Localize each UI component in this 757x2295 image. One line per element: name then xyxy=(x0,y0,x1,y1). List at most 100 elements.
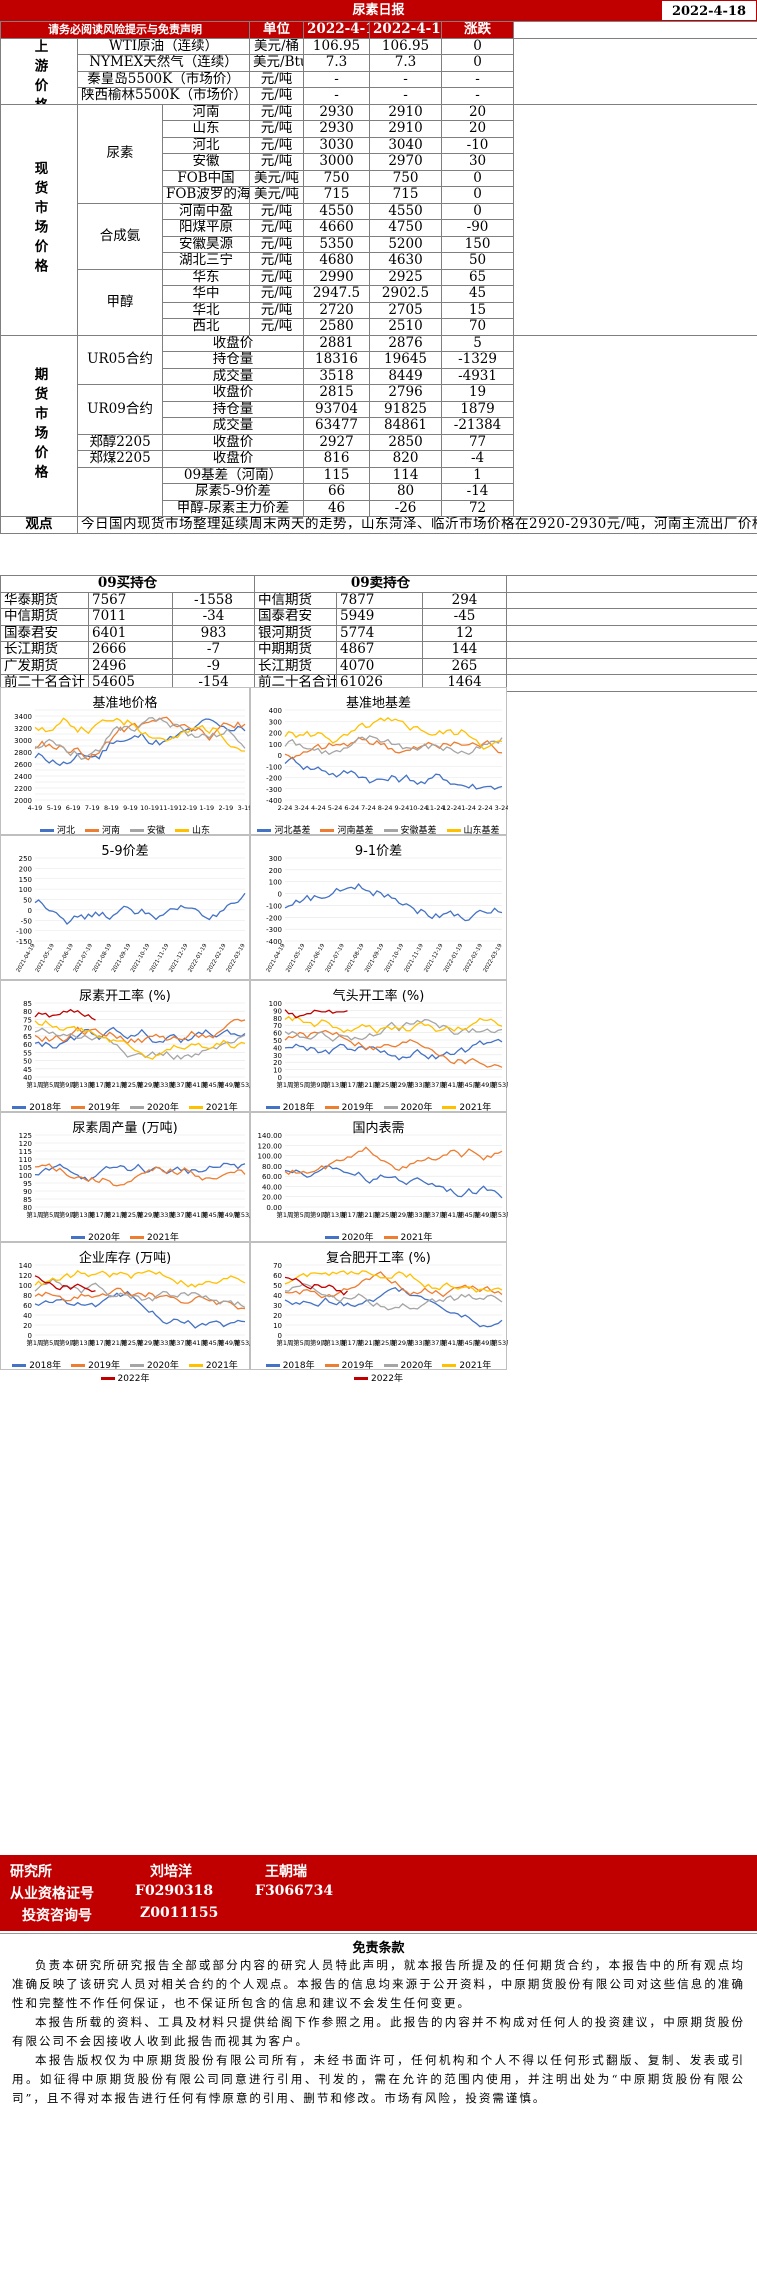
item-label: 河南中盈 xyxy=(161,202,251,220)
series-line xyxy=(284,1270,503,1293)
value-d1: 715 xyxy=(303,186,371,204)
broker-buy: 中信期货 xyxy=(0,608,89,626)
disclaimer-paragraph: 负责本研究所研究报告全部或部分内容的研究人员特此声明，就本报告所提及的任何期货合… xyxy=(12,1958,745,2010)
contract-label xyxy=(77,466,163,517)
change-sell: 144 xyxy=(422,641,508,659)
volume-buy: 6401 xyxy=(88,624,173,642)
chart-title: 尿素开工率 (%) xyxy=(79,989,171,1004)
x-tick-label: 10-19 xyxy=(140,804,159,812)
x-tick-label: 2-19 xyxy=(219,804,234,812)
x-tick-label: 第17周 xyxy=(89,1338,110,1347)
y-tick-label: 60.00 xyxy=(262,1173,282,1181)
y-tick-label: 200 xyxy=(269,730,282,738)
col-date-2: 2022-4-15 xyxy=(369,21,443,39)
table-row: 安徽 元/吨 3000 2970 30 xyxy=(1,153,757,171)
x-tick-label: 第9周 xyxy=(310,1338,327,1347)
series-line xyxy=(284,1015,503,1034)
value-d2: 4630 xyxy=(369,252,443,270)
risk-notice: 请务必阅读风险提示与免责声明 xyxy=(0,21,251,39)
y-tick-label: 20 xyxy=(273,1059,282,1067)
x-tick-label: 第33周 xyxy=(408,1080,429,1089)
x-tick-label: 第13周 xyxy=(324,1080,345,1089)
change-buy: -34 xyxy=(171,608,256,626)
table-row: 河北 元/吨 3030 3040 -10 xyxy=(1,136,757,154)
x-tick-label: 第49周 xyxy=(475,1210,496,1219)
license-id-2: F3066734 xyxy=(255,1883,334,1899)
value-d1: 106.95 xyxy=(303,37,371,55)
value-d1: 115 xyxy=(303,466,371,484)
y-tick-label: 95 xyxy=(23,1180,32,1188)
analyst-name-2: 王朝瑞 xyxy=(265,1864,307,1880)
y-tick-label: 50 xyxy=(273,1282,282,1290)
chart-svg: -400-300-200-10001002003002021-04-192021… xyxy=(266,855,504,974)
change-sell: 265 xyxy=(422,657,508,675)
y-tick-label: 100 xyxy=(19,886,32,894)
series-line xyxy=(284,1038,503,1061)
value-d2: 715 xyxy=(369,186,443,204)
legend-item: 2019年 xyxy=(324,1358,374,1371)
change-buy: -1558 xyxy=(171,591,256,609)
contract-label: 郑醇2205 xyxy=(77,433,163,451)
unit: 元/吨 xyxy=(249,235,305,253)
y-tick-label: 20 xyxy=(23,1322,32,1330)
y-tick-label: 100.00 xyxy=(258,1153,283,1161)
x-tick-label: 第9周 xyxy=(59,1338,76,1347)
x-tick-label: 第5周 xyxy=(293,1210,310,1219)
spacer xyxy=(506,657,757,675)
x-tick-label: 第41周 xyxy=(441,1080,462,1089)
unit: 元/吨 xyxy=(249,318,305,336)
x-tick-label: 第17周 xyxy=(341,1338,362,1347)
y-tick-label: 200 xyxy=(19,865,32,873)
item-label: 安徽 xyxy=(161,153,251,171)
chart-legend: 河北基差 河南基差 安徽基差 山东基差 xyxy=(251,823,506,836)
y-tick-label: 70 xyxy=(273,1022,282,1030)
series-line xyxy=(284,756,503,790)
table-row: 09基差（河南） 115 114 1 xyxy=(1,466,757,517)
y-tick-label: 100 xyxy=(269,879,282,887)
col-date-1: 2022-4-18 xyxy=(303,21,371,39)
value-d2: 4750 xyxy=(369,219,443,237)
value-change: 77 xyxy=(441,433,515,451)
x-tick-label: 2021-05-19 xyxy=(285,943,306,974)
chart-panel: 基准地价格 2000 2200 2400 2600 2800 3000 3200 3400 4-1… xyxy=(0,687,251,836)
value-change: 0 xyxy=(441,202,515,220)
table-row: 华中 元/吨 2947.5 2902.5 45 xyxy=(1,285,757,303)
chart-title: 企业库存 (万吨) xyxy=(78,1251,172,1266)
positions-header: 09买持仓 09卖持仓 xyxy=(0,575,757,593)
table-row: 西北 元/吨 2580 2510 70 xyxy=(1,318,757,336)
item-label: 持仓量 xyxy=(161,400,305,418)
chart-panel: 9-1价差 -400 -300 -200 -100 0 100 200 300 2021-04-1… xyxy=(250,835,507,980)
broker-sell: 银河期货 xyxy=(254,624,338,642)
table-row: UR09合约 收盘价 2815 2796 19 xyxy=(1,384,757,435)
x-tick-label: 第49周 xyxy=(218,1338,239,1347)
x-tick-label: 2021-06-19 xyxy=(305,943,326,974)
unit: 美元/桶 xyxy=(249,37,305,55)
series-line xyxy=(284,1146,503,1176)
value-d1: 3030 xyxy=(303,136,371,154)
change-sell: -45 xyxy=(422,608,508,626)
unit: 美元/吨 xyxy=(249,169,305,187)
broker-sell: 长江期货 xyxy=(254,657,338,675)
y-tick-label: 3400 xyxy=(14,713,32,721)
unit: 元/吨 xyxy=(249,268,305,286)
volume-sell: 4867 xyxy=(336,641,424,659)
x-tick-label: 第33周 xyxy=(154,1210,175,1219)
y-tick-label: 300 xyxy=(269,855,282,863)
table-row: 成交量 63477 84861 -21384 xyxy=(1,417,757,435)
value-d1: 2930 xyxy=(303,120,371,138)
x-tick-label: 第45周 xyxy=(458,1080,479,1089)
series-line xyxy=(284,716,503,750)
x-tick-label: 第33周 xyxy=(154,1338,175,1347)
x-tick-label: 第1周 xyxy=(26,1080,43,1089)
value-d2: 80 xyxy=(369,483,443,501)
value-change: 1 xyxy=(441,466,515,484)
value-change: 5 xyxy=(441,334,515,352)
value-d1: 750 xyxy=(303,169,371,187)
x-tick-label: 5-19 xyxy=(47,804,62,812)
x-tick-label: 第21周 xyxy=(105,1210,126,1219)
value-change: 65 xyxy=(441,268,515,286)
x-tick-label: 2021-04-19 xyxy=(16,943,37,974)
value-d2: 8449 xyxy=(369,367,443,385)
